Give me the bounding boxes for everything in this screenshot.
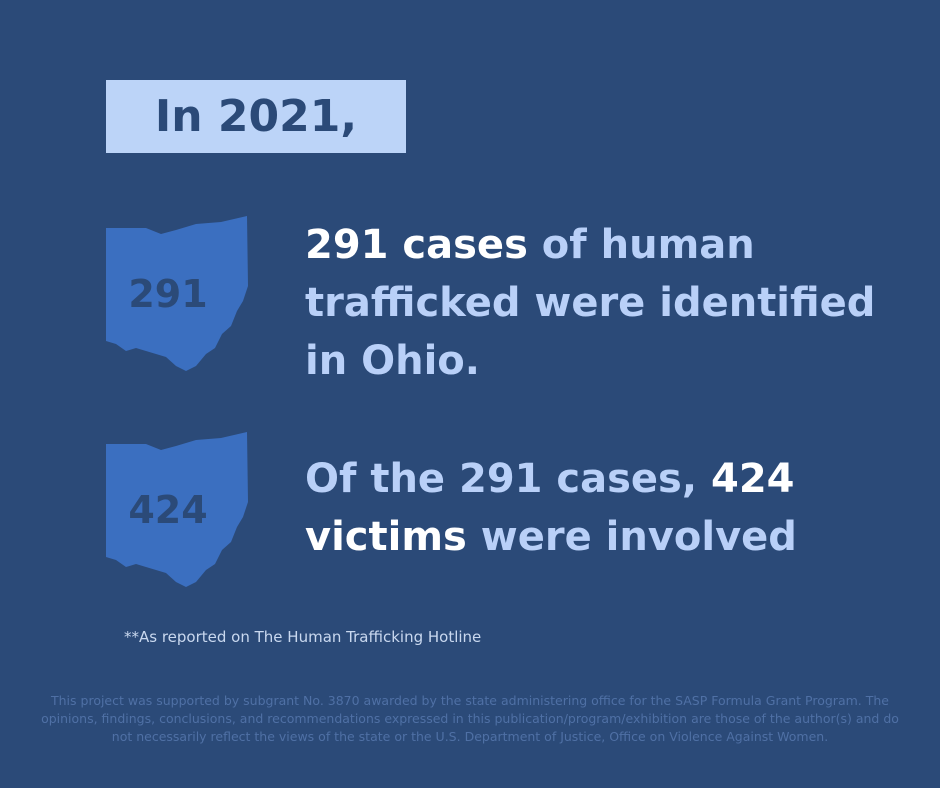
badge-number: 291 [128, 272, 208, 316]
badge-number: 424 [128, 488, 208, 532]
statement-text: of human trafficked were identified in O… [305, 222, 876, 384]
ohio-shape [106, 216, 248, 371]
ohio-shape [106, 432, 248, 587]
statement: 291 cases of human trafficked were ident… [305, 216, 905, 390]
footnote: **As reported on The Human Trafficking H… [124, 628, 482, 646]
statement-text: Of the 291 cases, [305, 456, 711, 502]
statement-text: were involved [466, 514, 797, 560]
header-title: In 2021, [154, 91, 358, 142]
statement: Of the 291 cases, 424 victims were invol… [305, 450, 905, 566]
header-box: In 2021, [106, 80, 406, 153]
disclaimer: This project was supported by subgrant N… [41, 693, 899, 744]
highlight-text: 424 victims [305, 456, 795, 560]
highlight-text: 291 cases [305, 222, 528, 268]
